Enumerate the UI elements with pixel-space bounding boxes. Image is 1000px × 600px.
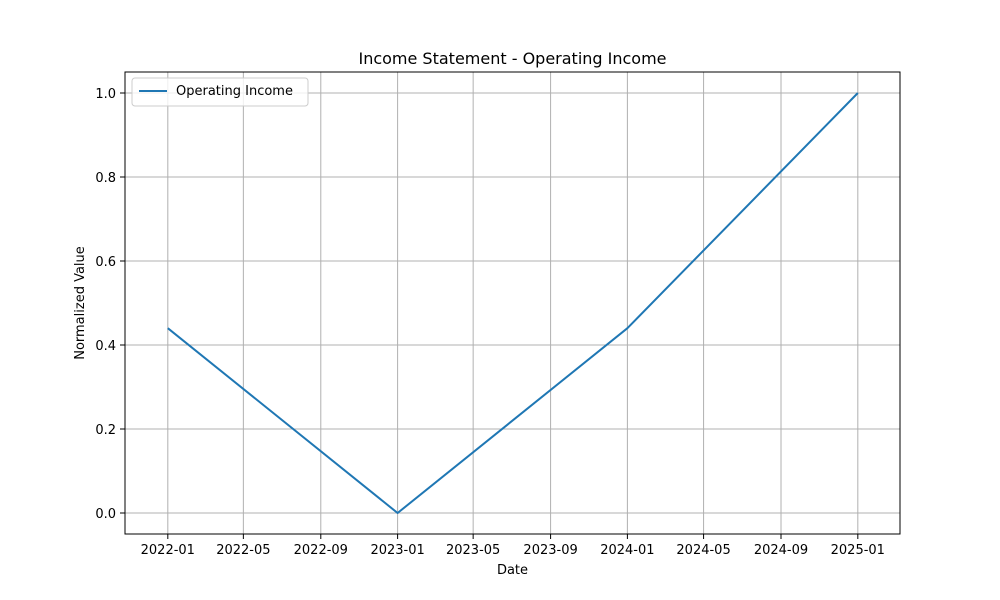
y-tick-label: 0.2 [95,423,116,438]
y-tick-label: 1.0 [95,87,116,102]
x-tick-label: 2025-01 [831,543,885,558]
x-axis-label: Date [497,563,528,578]
y-tick-label: 0.4 [95,339,116,354]
plot-frame [124,71,901,535]
x-tick-label: 2024-05 [676,543,730,558]
y-tick-label: 0.0 [95,507,116,522]
x-tick-label: 2022-05 [216,543,270,558]
chart-title: Income Statement - Operating Income [358,49,666,68]
y-axis-label: Normalized Value [73,246,88,360]
x-tick-label: 2024-09 [754,543,808,558]
x-tick-label: 2022-09 [294,543,348,558]
grid-layer [125,72,900,534]
x-tick-label: 2022-01 [141,543,195,558]
legend: Operating Income [131,77,309,107]
x-tick-label: 2023-05 [446,543,500,558]
y-tick-label: 0.8 [95,171,116,186]
legend-box [131,77,309,107]
x-tick-label: 2023-01 [370,543,424,558]
tick-layer: 2022-01 2022-05 2022-09 2023-01 2023-05 2023-… [95,87,885,558]
y-tick-label: 0.6 [95,255,116,270]
x-tick-label: 2024-01 [600,543,654,558]
series-line-operating-income [167,92,859,514]
legend-label: Operating Income [176,84,293,99]
x-tick-label: 2023-09 [523,543,577,558]
series-layer [167,92,859,514]
